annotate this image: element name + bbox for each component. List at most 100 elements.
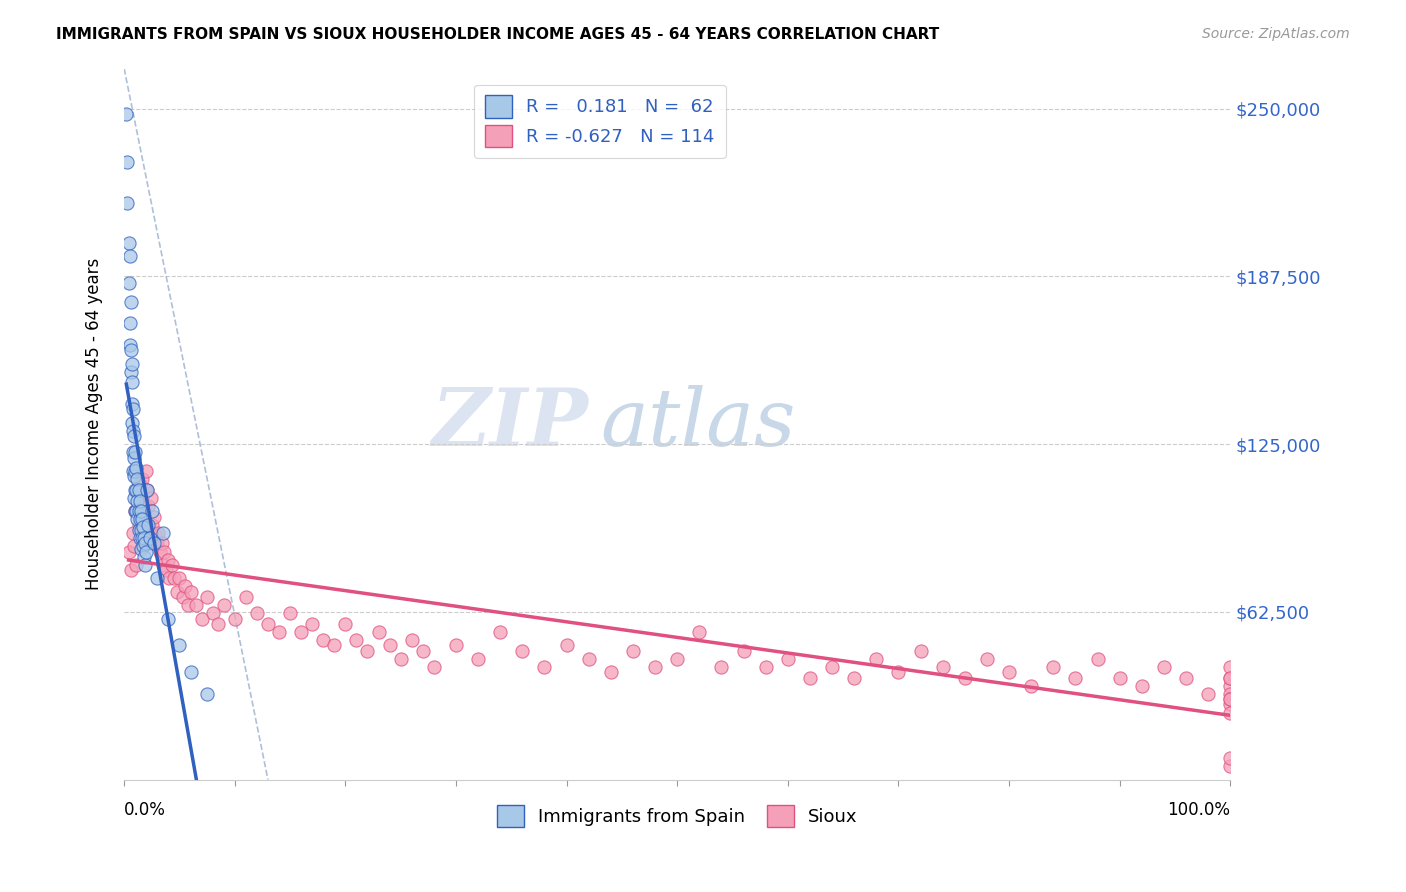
Point: [174, 579, 197, 593]
Point: [136, 483, 159, 497]
Point: [1219, 698, 1241, 712]
Point: [131, 472, 153, 486]
Point: [160, 558, 183, 572]
Point: [127, 512, 149, 526]
Point: [1219, 759, 1241, 773]
Point: [143, 509, 166, 524]
Point: [467, 652, 489, 666]
Point: [128, 523, 150, 537]
Point: [143, 536, 166, 550]
Point: [117, 544, 139, 558]
Point: [290, 625, 312, 640]
Point: [1087, 652, 1109, 666]
Point: [389, 652, 412, 666]
Point: [132, 539, 155, 553]
Point: [865, 652, 887, 666]
Point: [124, 504, 146, 518]
Point: [121, 357, 143, 371]
Point: [169, 639, 191, 653]
Point: [932, 660, 955, 674]
Point: [138, 517, 160, 532]
Point: [124, 464, 146, 478]
Point: [117, 195, 139, 210]
Text: 100.0%: 100.0%: [1167, 801, 1230, 819]
Point: [128, 477, 150, 491]
Point: [190, 612, 212, 626]
Point: [1175, 671, 1198, 685]
Point: [138, 499, 160, 513]
Point: [312, 633, 335, 648]
Point: [125, 461, 148, 475]
Legend: Immigrants from Spain, Sioux: Immigrants from Spain, Sioux: [489, 798, 865, 835]
Point: [135, 544, 157, 558]
Point: [135, 464, 157, 478]
Point: [152, 558, 174, 572]
Point: [1197, 687, 1219, 701]
Point: [122, 402, 145, 417]
Point: [121, 376, 143, 390]
Point: [143, 528, 166, 542]
Point: [138, 531, 160, 545]
Point: [122, 445, 145, 459]
Point: [953, 671, 976, 685]
Point: [128, 531, 150, 545]
Point: [122, 429, 145, 443]
Point: [141, 517, 163, 532]
Point: [122, 450, 145, 465]
Point: [688, 625, 710, 640]
Point: [152, 525, 174, 540]
Point: [335, 617, 357, 632]
Point: [128, 517, 150, 532]
Point: [1219, 671, 1241, 685]
Point: [412, 644, 434, 658]
Point: [129, 509, 152, 524]
Point: [157, 612, 180, 626]
Point: [172, 590, 194, 604]
Point: [131, 531, 153, 545]
Point: [578, 652, 600, 666]
Point: [118, 317, 141, 331]
Point: [1219, 660, 1241, 674]
Point: [124, 504, 146, 518]
Point: [887, 665, 910, 680]
Point: [124, 483, 146, 497]
Point: [146, 536, 169, 550]
Text: IMMIGRANTS FROM SPAIN VS SIOUX HOUSEHOLDER INCOME AGES 45 - 64 YEARS CORRELATION: IMMIGRANTS FROM SPAIN VS SIOUX HOUSEHOLD…: [56, 27, 939, 42]
Point: [207, 617, 229, 632]
Point: [125, 483, 148, 497]
Point: [1108, 671, 1130, 685]
Point: [120, 563, 142, 577]
Point: [1130, 679, 1153, 693]
Point: [141, 504, 163, 518]
Point: [444, 639, 467, 653]
Point: [776, 652, 799, 666]
Point: [129, 523, 152, 537]
Point: [132, 549, 155, 564]
Point: [1219, 692, 1241, 706]
Point: [976, 652, 998, 666]
Point: [163, 571, 186, 585]
Point: [142, 536, 165, 550]
Point: [132, 531, 155, 545]
Point: [155, 563, 177, 577]
Point: [195, 687, 218, 701]
Point: [131, 512, 153, 526]
Point: [755, 660, 778, 674]
Point: [122, 469, 145, 483]
Point: [125, 504, 148, 518]
Point: [129, 504, 152, 518]
Point: [301, 617, 323, 632]
Point: [533, 660, 555, 674]
Point: [257, 617, 280, 632]
Text: ZIP: ZIP: [432, 385, 589, 463]
Point: [139, 491, 162, 505]
Point: [323, 639, 346, 653]
Point: [1042, 660, 1064, 674]
Point: [179, 584, 201, 599]
Point: [1219, 706, 1241, 720]
Point: [117, 155, 139, 169]
Point: [378, 639, 401, 653]
Point: [356, 644, 378, 658]
Point: [122, 424, 145, 438]
Point: [134, 483, 156, 497]
